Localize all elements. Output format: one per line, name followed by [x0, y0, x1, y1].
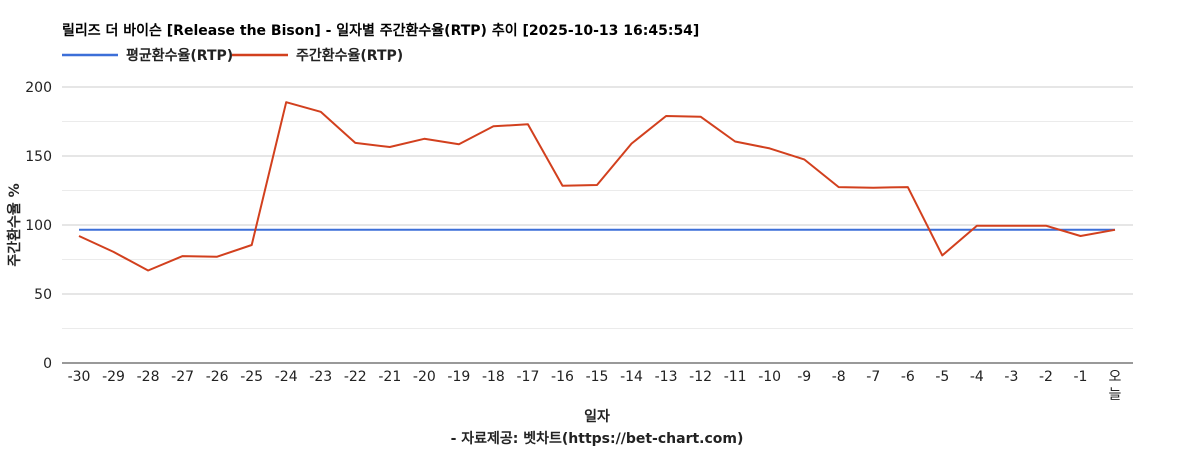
x-tick-label: -1 [1073, 369, 1087, 385]
weekly-rtp-line [78, 101, 1116, 272]
y-tick-label: 100 [25, 218, 52, 234]
y-axis-title: 주간환수율 % [6, 183, 23, 266]
x-tick-label: -25 [240, 369, 263, 385]
x-axis-ticks: -30 -29 -28 -27 -26 -25 -24 -23 -22 -21 -20 -19 -18-… [68, 369, 1122, 403]
x-tick-label: -19 [447, 369, 470, 385]
x-tick-label: -20 [413, 369, 436, 385]
x-tick-label: -21 [378, 369, 401, 385]
x-tick-label: -22 [344, 369, 367, 385]
x-tick-label: -27 [171, 369, 194, 385]
x-tick-label: -3 [1004, 369, 1018, 385]
chart-title: 릴리즈 더 바이슨 [Release the Bison] - 일자별 주간환수… [62, 22, 699, 39]
x-tick-label: -11 [724, 369, 747, 385]
x-tick-label: -7 [866, 369, 880, 385]
x-tick-label: -13 [655, 369, 678, 385]
x-axis-title: 일자 [584, 409, 610, 425]
series-lines [78, 101, 1116, 272]
legend-label-weekly: 주간환수율(RTP) [296, 47, 403, 64]
x-tick-label: -26 [206, 369, 229, 385]
x-tick-label: -4 [970, 369, 984, 385]
x-tick-label: -30 [68, 369, 91, 385]
legend: 평균환수율(RTP) 주간환수율(RTP) [62, 47, 403, 64]
x-tick-label: -15 [586, 369, 609, 385]
grid-lines [62, 86, 1133, 364]
x-tick-label: -6 [901, 369, 915, 385]
legend-label-avg: 평균환수율(RTP) [126, 47, 233, 64]
y-axis-ticks: 0 50 100 150 200 [25, 80, 52, 372]
y-tick-label: 0 [43, 356, 52, 372]
source-credit: - 자료제공: 벳차트(https://bet-chart.com) [451, 430, 744, 447]
x-tick-label: -28 [137, 369, 160, 385]
y-tick-label: 200 [25, 80, 52, 96]
y-tick-label: 150 [25, 149, 52, 165]
x-tick-label: -9 [797, 369, 811, 385]
x-tick-label: -16 [551, 369, 574, 385]
x-tick-label: -29 [102, 369, 125, 385]
x-tick-label: -14 [620, 369, 643, 385]
x-tick-label: -5 [935, 369, 949, 385]
x-tick-label: -24 [275, 369, 298, 385]
x-tick-label: -12 [689, 369, 712, 385]
x-tick-label: -2 [1039, 369, 1053, 385]
y-tick-label: 50 [34, 287, 52, 303]
x-tick-label: -10 [758, 369, 781, 385]
x-tick-label: -17 [516, 369, 539, 385]
x-tick-label: -23 [309, 369, 332, 385]
x-tick-label: -18 [482, 369, 505, 385]
x-tick-label: -8 [832, 369, 846, 385]
